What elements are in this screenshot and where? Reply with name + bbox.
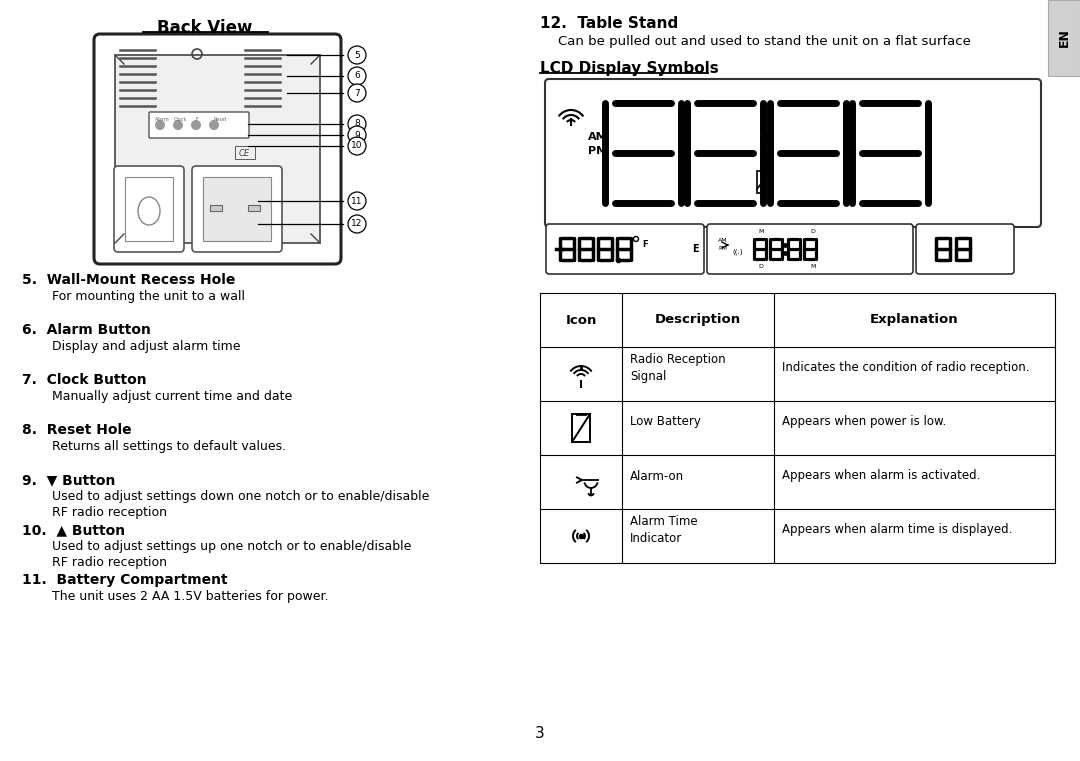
- Text: Back View: Back View: [158, 19, 253, 37]
- FancyBboxPatch shape: [757, 171, 771, 193]
- Text: 8.  Reset Hole: 8. Reset Hole: [22, 423, 132, 437]
- Text: EN: EN: [1057, 29, 1070, 47]
- Text: 6.  Alarm Button: 6. Alarm Button: [22, 323, 151, 337]
- Text: Appears when alarm is activated.: Appears when alarm is activated.: [782, 470, 981, 482]
- Text: 9.  ▼ Button: 9. ▼ Button: [22, 473, 116, 487]
- FancyBboxPatch shape: [125, 177, 173, 241]
- Text: Low Battery: Low Battery: [630, 416, 701, 428]
- Text: PM: PM: [588, 146, 607, 156]
- Text: F: F: [642, 240, 648, 249]
- Circle shape: [348, 84, 366, 102]
- Text: 5.  Wall-Mount Recess Hole: 5. Wall-Mount Recess Hole: [22, 273, 235, 287]
- Text: LCD Display Symbols: LCD Display Symbols: [540, 61, 719, 76]
- Text: Description: Description: [654, 314, 741, 326]
- Circle shape: [191, 120, 201, 130]
- Circle shape: [348, 137, 366, 155]
- Bar: [114, 55, 320, 243]
- Text: ((.): ((.): [732, 249, 743, 255]
- Text: 9: 9: [354, 130, 360, 139]
- Circle shape: [348, 126, 366, 144]
- Text: Alarm-on: Alarm-on: [630, 470, 684, 482]
- Text: M: M: [810, 264, 815, 269]
- Text: Indicates the condition of radio reception.: Indicates the condition of radio recepti…: [782, 361, 1029, 374]
- Text: Explanation: Explanation: [869, 314, 958, 326]
- Circle shape: [210, 120, 219, 130]
- Text: AM: AM: [718, 238, 728, 244]
- Text: 8: 8: [354, 119, 360, 129]
- FancyBboxPatch shape: [203, 177, 271, 241]
- Text: D: D: [810, 229, 815, 234]
- Text: Used to adjust settings up one notch or to enable/disable
RF radio reception: Used to adjust settings up one notch or …: [52, 540, 411, 569]
- FancyBboxPatch shape: [1048, 0, 1080, 76]
- Text: PM: PM: [718, 247, 727, 251]
- FancyBboxPatch shape: [546, 224, 704, 274]
- Text: E: E: [691, 244, 699, 254]
- Text: 3: 3: [535, 726, 545, 741]
- Text: F: F: [195, 117, 199, 122]
- Text: 11.  Battery Compartment: 11. Battery Compartment: [22, 573, 228, 587]
- FancyBboxPatch shape: [916, 224, 1014, 274]
- FancyBboxPatch shape: [114, 166, 184, 252]
- Text: 11: 11: [351, 196, 363, 205]
- Text: D: D: [758, 264, 762, 269]
- Circle shape: [348, 215, 366, 233]
- Circle shape: [173, 120, 183, 130]
- FancyBboxPatch shape: [707, 224, 913, 274]
- Text: 7: 7: [354, 88, 360, 97]
- FancyBboxPatch shape: [572, 414, 590, 442]
- Text: Reset: Reset: [214, 117, 228, 122]
- Text: For mounting the unit to a wall: For mounting the unit to a wall: [52, 290, 245, 303]
- Text: Alarm: Alarm: [156, 117, 170, 122]
- Text: Icon: Icon: [565, 314, 596, 326]
- Text: Manually adjust current time and date: Manually adjust current time and date: [52, 390, 293, 403]
- Circle shape: [348, 115, 366, 133]
- FancyBboxPatch shape: [192, 166, 282, 252]
- FancyBboxPatch shape: [94, 34, 341, 264]
- FancyBboxPatch shape: [248, 205, 260, 211]
- FancyBboxPatch shape: [545, 79, 1041, 227]
- Text: CE: CE: [239, 148, 249, 158]
- Text: Radio Reception
Signal: Radio Reception Signal: [630, 353, 726, 383]
- Text: The unit uses 2 AA 1.5V batteries for power.: The unit uses 2 AA 1.5V batteries for po…: [52, 590, 328, 603]
- Text: 12.  Table Stand: 12. Table Stand: [540, 16, 678, 31]
- Text: 6: 6: [354, 72, 360, 81]
- Text: Display and adjust alarm time: Display and adjust alarm time: [52, 340, 241, 353]
- Circle shape: [348, 192, 366, 210]
- FancyBboxPatch shape: [210, 205, 222, 211]
- Text: 12: 12: [351, 219, 363, 228]
- Text: Appears when alarm time is displayed.: Appears when alarm time is displayed.: [782, 524, 1012, 537]
- Text: Clock: Clock: [174, 117, 187, 122]
- Circle shape: [156, 120, 165, 130]
- Text: Alarm Time
Indicator: Alarm Time Indicator: [630, 515, 698, 545]
- Text: 10.  ▲ Button: 10. ▲ Button: [22, 523, 125, 537]
- Text: 5: 5: [354, 50, 360, 59]
- Text: 10: 10: [351, 142, 363, 151]
- Circle shape: [348, 67, 366, 85]
- FancyBboxPatch shape: [149, 112, 249, 138]
- Text: AM: AM: [588, 132, 608, 142]
- Text: M: M: [758, 229, 764, 234]
- Text: Can be pulled out and used to stand the unit on a flat surface: Can be pulled out and used to stand the …: [558, 35, 971, 48]
- Text: Returns all settings to default values.: Returns all settings to default values.: [52, 440, 286, 453]
- Circle shape: [348, 46, 366, 64]
- Text: 7.  Clock Button: 7. Clock Button: [22, 373, 147, 387]
- Text: Appears when power is low.: Appears when power is low.: [782, 416, 946, 428]
- Text: Used to adjust settings down one notch or to enable/disable
RF radio reception: Used to adjust settings down one notch o…: [52, 490, 430, 519]
